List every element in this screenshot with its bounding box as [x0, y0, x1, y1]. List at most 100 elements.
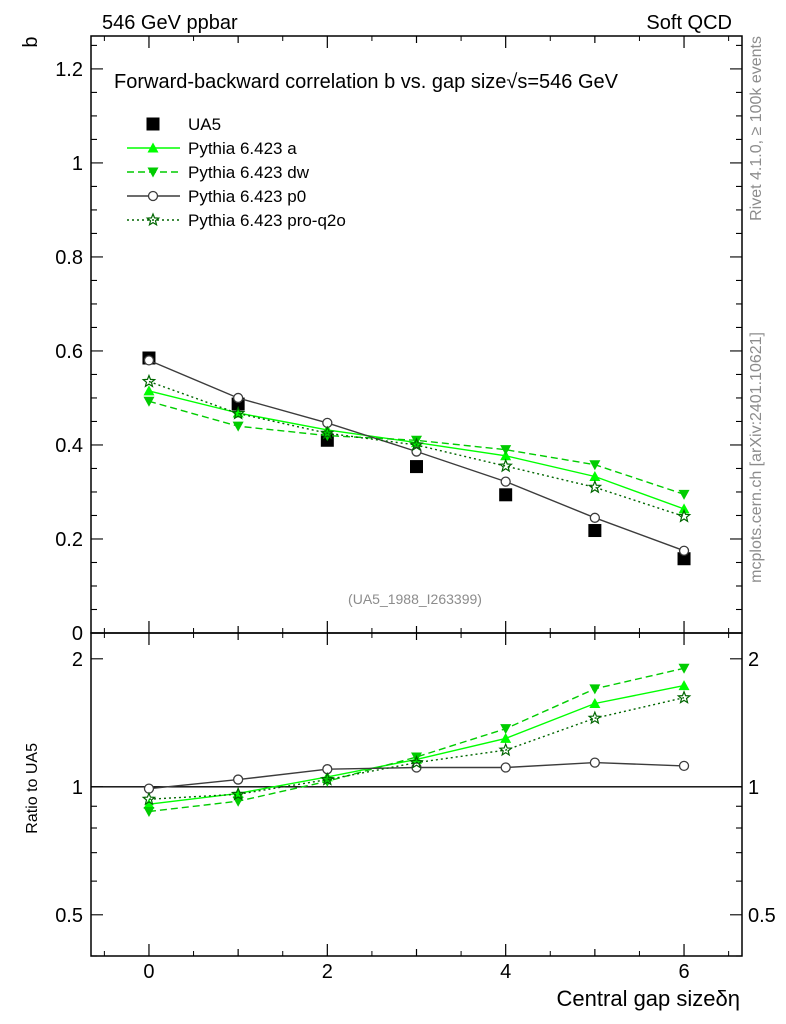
legend-label: Pythia 6.423 pro-q2o	[188, 211, 346, 230]
data-point	[143, 355, 155, 366]
data-point	[677, 552, 691, 566]
ratio-series-pythia-6-423-pro-q2o	[141, 690, 692, 806]
data-point	[411, 435, 422, 446]
ratio-series	[91, 663, 742, 817]
legend-label: Pythia 6.423 a	[188, 139, 297, 158]
data-point	[587, 479, 603, 494]
series-line	[148, 380, 685, 518]
ratio-line	[148, 697, 685, 800]
series-pythia-6-423-dw	[143, 396, 690, 500]
legend-label: Pythia 6.423 dw	[188, 163, 310, 182]
analysis-label: (UA5_1988_I263399)	[348, 591, 482, 607]
data-point	[676, 508, 692, 523]
ratio-y-tick-label: 2	[72, 649, 83, 671]
ratio-point	[678, 680, 690, 691]
data-point	[499, 488, 513, 502]
y-tick-label: 1	[72, 153, 83, 175]
x-tick-label: 2	[322, 961, 333, 983]
ratio-point	[500, 724, 512, 735]
y-tick-label: 1.2	[55, 59, 83, 81]
legend-item-ua5: UA5	[146, 115, 221, 134]
series-ua5	[142, 351, 691, 566]
y-tick-label: 0.6	[55, 341, 83, 363]
ratio-series-pythia-6-423-p0	[143, 757, 690, 794]
ratio-point	[589, 698, 601, 709]
ratio-point	[409, 754, 424, 769]
ratio-panel: 0.5 0.5 1 1 2 2 0 2 4 6 Ratio to UA5 Central gap …	[24, 632, 776, 1011]
legend-marker	[147, 167, 159, 178]
legend-label: Pythia 6.423 p0	[188, 187, 306, 206]
legend-label: UA5	[188, 115, 221, 134]
ratio-y-tick-label: 0.5	[55, 905, 83, 927]
x-tick-label: 4	[500, 961, 511, 983]
data-point	[589, 470, 601, 481]
data-point	[141, 373, 157, 388]
ratio-y-axis-label: Ratio to UA5	[24, 743, 41, 834]
main-series	[141, 351, 692, 566]
ratio-line	[148, 667, 685, 813]
data-point	[500, 450, 512, 461]
ratio-point	[498, 742, 513, 757]
ratio-point	[500, 762, 511, 773]
data-point	[409, 437, 424, 452]
ratio-y-tick-label-right: 2	[748, 649, 759, 671]
data-point	[678, 545, 690, 556]
data-point	[498, 458, 513, 473]
ratio-y-tick-label-right: 1	[748, 777, 759, 799]
legend-marker	[147, 190, 159, 202]
ratio-plot-frame	[90, 632, 743, 957]
ratio-axis-ticks: 0.5 0.5 1 1 2 2 0 2 4 6	[55, 633, 776, 983]
data-point	[232, 392, 244, 404]
data-point	[320, 425, 335, 440]
legend-marker	[145, 212, 161, 227]
ratio-point	[320, 771, 335, 786]
main-chart-title: Forward-backward correlation b vs. gap s…	[114, 71, 619, 93]
legend-marker	[146, 117, 160, 131]
legend-item-pythia-6-423-dw: Pythia 6.423 dw	[127, 163, 310, 182]
ratio-point	[141, 791, 157, 806]
data-point	[678, 503, 690, 514]
series-pythia-6-423-p0	[143, 355, 690, 556]
data-point	[589, 512, 601, 523]
y-tick-label: 0.4	[55, 435, 83, 457]
main-axis-ticks: 0 0.2 0.4 0.6 0.8 1 1.2	[55, 36, 742, 645]
main-y-axis-label: b	[20, 36, 42, 47]
ratio-point	[500, 732, 512, 743]
ratio-y-tick-label-right: 0.5	[748, 905, 776, 927]
legend-item-pythia-6-423-p0: Pythia 6.423 p0	[127, 187, 306, 206]
data-point	[143, 385, 155, 396]
ratio-point	[143, 798, 155, 809]
data-point	[588, 524, 602, 538]
ratio-point	[589, 757, 601, 768]
ratio-point	[678, 760, 690, 772]
data-point	[230, 405, 246, 420]
series-pythia-6-423-pro-q2o	[141, 373, 692, 523]
y-tick-label: 0.2	[55, 529, 83, 551]
main-panel: 0 0.2 0.4 0.6 0.8 1 1.2 Forward-backward corre…	[20, 35, 743, 645]
ratio-point	[676, 690, 692, 704]
ratio-point	[230, 786, 246, 801]
ratio-point	[587, 710, 603, 725]
mcplots-label: mcplots.cern.ch [arXiv:2401.10621]	[748, 332, 765, 583]
ratio-series-pythia-6-423-a	[143, 680, 690, 809]
ratio-point	[589, 684, 601, 695]
legend-item-pythia-6-423-a: Pythia 6.423 a	[127, 139, 297, 158]
legend-marker	[147, 142, 159, 153]
ratio-point	[143, 806, 155, 817]
data-point	[143, 396, 155, 407]
rivet-label: Rivet 4.1.0, ≥ 100k events	[748, 36, 765, 221]
legend: UA5 Pythia 6.423 a Pythia 6.423 dw Pythia 6…	[127, 115, 346, 230]
y-tick-label: 0	[72, 623, 83, 645]
data-point	[410, 460, 423, 474]
data-point	[678, 489, 690, 500]
y-tick-label: 0.8	[55, 247, 83, 269]
data-point	[500, 445, 512, 456]
data-point	[589, 460, 601, 471]
x-axis-label: Central gap sizeδη	[557, 986, 740, 1011]
ratio-point	[232, 774, 244, 785]
x-tick-label: 6	[678, 961, 689, 983]
header-right: Soft QCD	[646, 12, 732, 34]
legend-item-pythia-6-423-pro-q2o: Pythia 6.423 pro-q2o	[127, 211, 346, 230]
ratio-y-tick-label: 1	[72, 777, 83, 799]
